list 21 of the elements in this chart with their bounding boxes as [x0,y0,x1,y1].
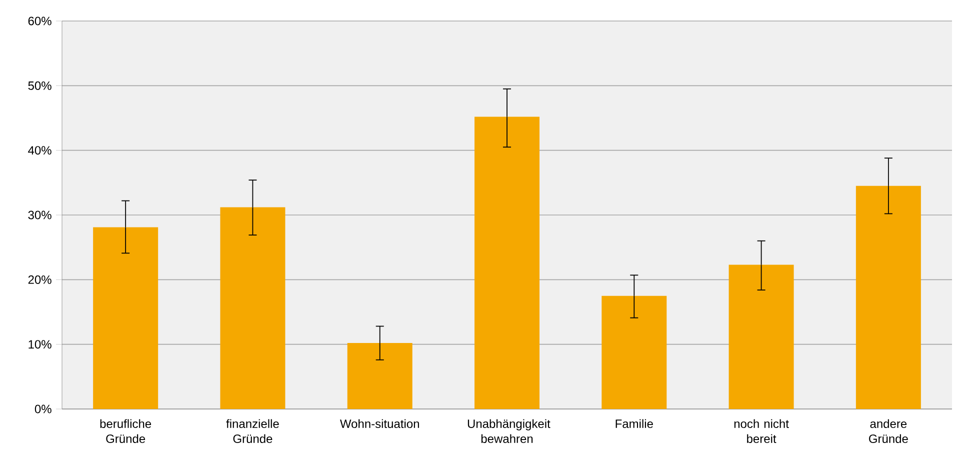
y-tick-label: 40% [28,146,52,155]
bar [856,186,921,409]
y-tick-label: 20% [28,275,52,284]
x-tick-label: Wohn-situation [340,419,419,428]
bar [93,227,158,409]
x-tick-label: andere Gründe [869,419,908,444]
bar [728,264,794,409]
y-tick-label: 50% [28,81,52,90]
x-tick-label: noch nicht bereit [734,419,789,444]
y-tick-label: 60% [28,16,52,26]
x-tick-label: finanzielle Gründe [226,419,279,444]
y-tick-label: 30% [28,210,52,220]
bar [474,116,540,409]
bar [602,296,667,409]
bar [347,343,412,409]
bar [220,207,286,409]
x-tick-label: Unabhängigkeit bewahren [468,419,550,444]
y-tick-label: 10% [28,340,52,349]
y-tick-label: 0% [34,404,52,414]
x-tick-label: berufliche Gründe [100,419,152,444]
x-tick-label: Familie [616,419,653,428]
